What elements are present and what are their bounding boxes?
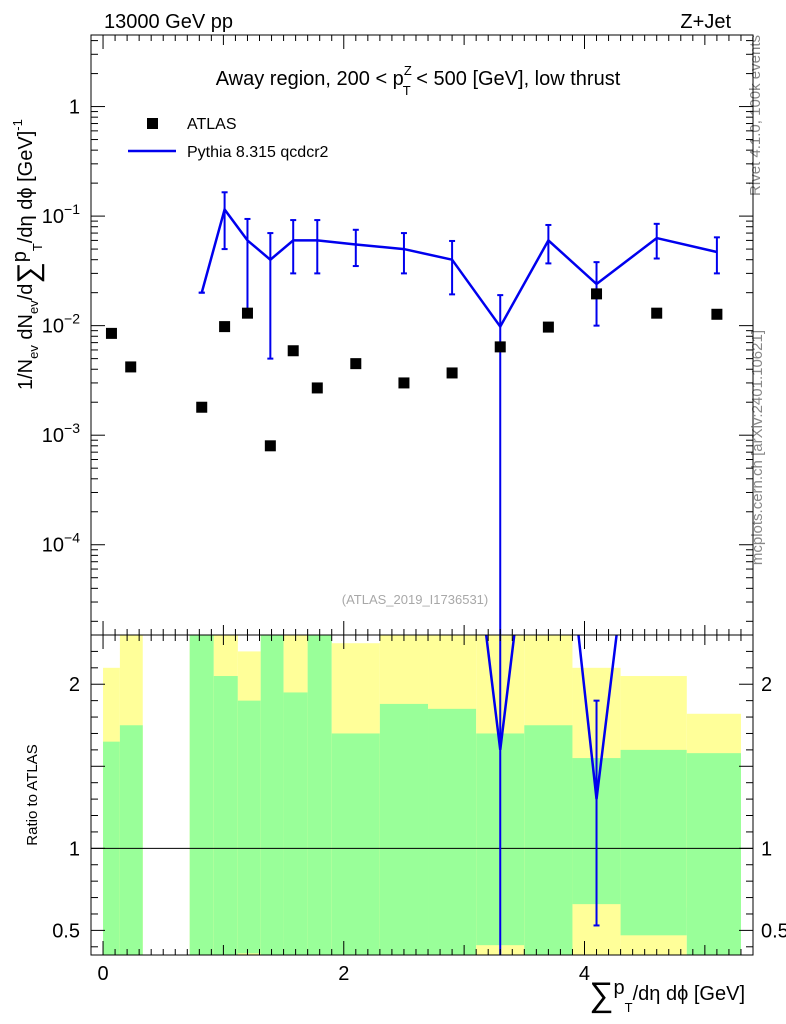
atlas-data-point-15 xyxy=(591,288,603,300)
ratio-band-inner-15 xyxy=(620,749,687,936)
ratio-band-inner-11 xyxy=(428,708,477,955)
ratio-y-axis-label: Ratio to ATLAS xyxy=(24,744,41,845)
ratio-ytick-label-left-0: 2 xyxy=(69,674,80,696)
axis-ticks xyxy=(91,35,754,955)
ratio-band-inner-7 xyxy=(283,692,308,955)
ratio-uncertainty-bands xyxy=(103,635,741,955)
atlas-data-point-16 xyxy=(651,307,663,319)
ratio-band-inner-16 xyxy=(686,753,741,955)
atlas-data-point-0 xyxy=(105,327,117,339)
rivet-version-label: Rivet 4.1.0, 100k events xyxy=(747,35,764,196)
legend: ATLAS Pythia 8.315 qcdcr2 xyxy=(128,116,329,161)
ratio-band-inner-9 xyxy=(331,733,380,955)
legend-atlas-marker xyxy=(147,118,158,129)
x-tick-label-2: 4 xyxy=(579,963,590,985)
mc-line xyxy=(200,206,718,329)
atlas-data-point-9 xyxy=(311,382,323,394)
atlas-data-point-12 xyxy=(446,367,458,379)
header-right-label: Z+Jet xyxy=(680,11,731,33)
svg-text:1/Nev dNev/d∑pT/dη dϕ [GeV]-1: 1/Nev dNev/d∑pT/dη dϕ [GeV]-1 xyxy=(9,119,45,390)
atlas-data-point-3 xyxy=(172,642,183,653)
atlas-data-point-6 xyxy=(241,307,253,319)
atlas-data-point-7 xyxy=(264,440,276,452)
ratio-band-inner-8 xyxy=(307,635,332,955)
atlas-data-point-13 xyxy=(494,341,506,353)
main-y-axis-label: 1/Nev dNev/d∑pT/dη dϕ [GeV]-1 xyxy=(9,119,45,390)
atlas-data-point-4 xyxy=(196,401,208,413)
ratio-band-inner-1 xyxy=(119,725,143,955)
plot-title: Away region, 200 < pZ T < 500 [GeV], low … xyxy=(216,63,621,98)
ratio-ytick-label-left-1: 1 xyxy=(69,838,80,860)
ratio-ytick-label-left-2: 0.5 xyxy=(52,920,80,942)
ratio-band-inner-10 xyxy=(379,703,429,955)
ratio-ytick-label-right-1: 1 xyxy=(761,838,772,860)
main-ytick-label-2: 10−2 xyxy=(42,311,80,338)
ratio-plot-frame xyxy=(90,634,754,956)
mc-series-group xyxy=(198,191,720,635)
atlas-data-point-11 xyxy=(398,377,410,389)
atlas-data-point-8 xyxy=(287,345,299,357)
ratio-band-inner-3 xyxy=(189,635,214,955)
ratio-ytick-label-right-0: 2 xyxy=(761,674,772,696)
atlas-data-point-5 xyxy=(219,321,231,333)
ratio-band-inner-5 xyxy=(237,700,261,954)
analysis-watermark: (ATLAS_2019_I1736531) xyxy=(342,592,488,607)
legend-pythia-label: Pythia 8.315 qcdcr2 xyxy=(187,144,329,161)
ratio-band-inner-4 xyxy=(213,676,238,955)
atlas-data-point-10 xyxy=(350,358,362,370)
mcplots-url-label: mcplots.cern.ch [arXiv:2401.10621] xyxy=(749,330,766,565)
main-ytick-label-4: 10−4 xyxy=(42,530,80,557)
ratio-y-tick-labels: 2 2 1 1 0.5 0.5 xyxy=(52,674,786,942)
atlas-data-point-2 xyxy=(148,642,159,653)
main-ytick-label-3: 10−3 xyxy=(42,420,80,447)
legend-atlas-label: ATLAS xyxy=(187,116,237,133)
atlas-data-point-14 xyxy=(542,321,554,333)
ratio-band-inner-6 xyxy=(260,635,284,955)
x-tick-label-1: 2 xyxy=(338,963,349,985)
x-axis-label: ∑pT/dη dϕ [GeV] xyxy=(589,976,745,1015)
atlas-data-point-17 xyxy=(711,308,723,320)
atlas-data-point-1 xyxy=(125,361,137,373)
x-tick-labels: 0 2 4 xyxy=(97,963,590,985)
x-tick-label-0: 0 xyxy=(97,963,108,985)
main-ytick-label-1: 10−1 xyxy=(42,201,80,228)
ratio-ytick-label-right-2: 0.5 xyxy=(761,920,786,942)
main-y-tick-labels: 1 10−1 10−2 10−3 10−4 xyxy=(42,97,80,557)
ratio-mc-group xyxy=(484,635,618,955)
main-ytick-label-0: 1 xyxy=(69,97,80,119)
ratio-band-inner-13 xyxy=(524,725,573,955)
data-series-group xyxy=(105,288,723,653)
header-left-label: 13000 GeV pp xyxy=(104,11,233,33)
